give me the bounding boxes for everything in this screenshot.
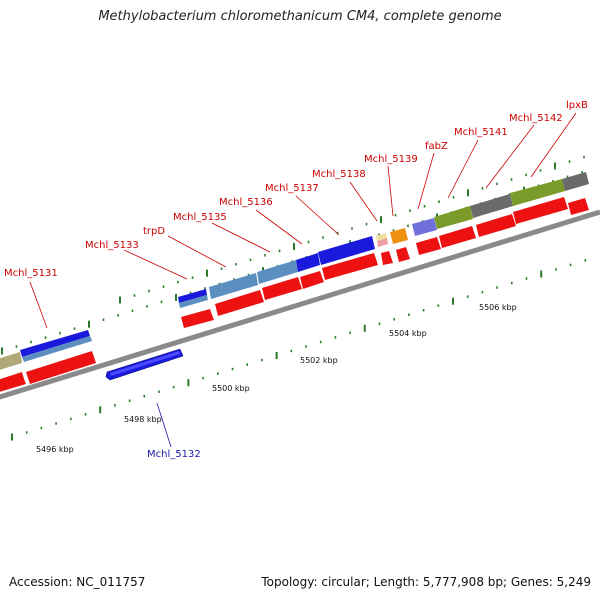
cog-bar xyxy=(510,179,565,206)
gene-labels: Mchl_5131 Mchl_5132 Mchl_5133 trpD Mchl_… xyxy=(4,100,588,460)
kbp-label: 5500 kbp xyxy=(212,384,250,393)
gene-label-lpxb[interactable]: lpxB xyxy=(566,100,588,111)
forward-gene-arrow[interactable] xyxy=(439,226,476,248)
label-leaders xyxy=(29,112,577,448)
forward-gene-arrow[interactable] xyxy=(262,277,302,300)
cog-bar xyxy=(390,228,408,244)
backbone-line xyxy=(0,209,600,400)
forward-gene-arrow[interactable] xyxy=(568,198,589,215)
topology-text: Topology: circular; Length: 5,777,908 bp… xyxy=(261,575,591,589)
forward-gene-arrow[interactable] xyxy=(322,253,378,280)
cog-bar xyxy=(318,236,375,265)
cog-bar xyxy=(179,295,208,308)
cog-bar xyxy=(20,330,90,357)
forward-gene-arrow[interactable] xyxy=(476,214,516,237)
gene-label-mchl-5138[interactable]: Mchl_5138 xyxy=(312,169,366,180)
kbp-label: 5498 kbp xyxy=(124,415,162,424)
forward-gene-arrow[interactable] xyxy=(300,271,324,289)
kbp-label: 5496 kbp xyxy=(36,445,74,454)
forward-gene-arrow[interactable] xyxy=(513,197,568,224)
kbp-label: 5504 kbp xyxy=(389,329,427,338)
cog-bar xyxy=(562,172,589,191)
cog-bar xyxy=(257,260,298,284)
forward-genes xyxy=(0,197,589,393)
cog-bar xyxy=(296,253,320,272)
cog-bar xyxy=(377,238,388,247)
forward-gene-arrow[interactable] xyxy=(0,372,26,393)
forward-gene-arrow[interactable] xyxy=(181,309,214,328)
forward-gene-arrow[interactable] xyxy=(215,290,264,316)
gene-label-mchl-5142[interactable]: Mchl_5142 xyxy=(509,113,563,124)
cog-bar xyxy=(434,206,473,229)
forward-gene-arrow[interactable] xyxy=(381,251,393,265)
cog-bar xyxy=(376,233,387,241)
kbp-labels: 5496 kbp 5498 kbp 5500 kbp 5502 kbp 5504… xyxy=(36,303,517,454)
gene-label-trpd[interactable]: trpD xyxy=(143,226,165,237)
cog-bars xyxy=(0,172,589,370)
cog-bar xyxy=(0,352,22,370)
backbone xyxy=(0,209,600,400)
gene-label-mchl-5136[interactable]: Mchl_5136 xyxy=(219,197,273,208)
gene-label-mchl-5132[interactable]: Mchl_5132 xyxy=(147,449,201,460)
gene-label-mchl-5131[interactable]: Mchl_5131 xyxy=(4,268,58,279)
kbp-label: 5506 kbp xyxy=(479,303,517,312)
kbp-label: 5502 kbp xyxy=(300,356,338,365)
cog-bar xyxy=(22,336,92,362)
gene-label-fabz[interactable]: fabZ xyxy=(425,141,448,152)
gene-label-mchl-5139[interactable]: Mchl_5139 xyxy=(364,154,418,165)
forward-gene-arrow[interactable] xyxy=(416,237,441,255)
cog-bar xyxy=(470,194,513,218)
cog-bar xyxy=(178,289,207,303)
tick-row-scale xyxy=(11,259,587,441)
gene-label-mchl-5141[interactable]: Mchl_5141 xyxy=(454,127,508,138)
gene-label-mchl-5137[interactable]: Mchl_5137 xyxy=(265,183,319,194)
cog-bar xyxy=(412,218,437,236)
reverse-gene-mchl-5132[interactable] xyxy=(105,348,184,381)
gene-label-mchl-5135[interactable]: Mchl_5135 xyxy=(173,212,227,223)
cog-bar xyxy=(209,273,258,299)
forward-gene-arrow[interactable] xyxy=(26,351,96,384)
gene-label-mchl-5133[interactable]: Mchl_5133 xyxy=(85,240,139,251)
tick-row-cog-top xyxy=(119,155,585,304)
map-title: Methylobacterium chloromethanicum CM4, c… xyxy=(98,9,502,24)
forward-gene-arrow[interactable] xyxy=(396,247,410,262)
accession-text: Accession: NC_011757 xyxy=(9,575,146,589)
